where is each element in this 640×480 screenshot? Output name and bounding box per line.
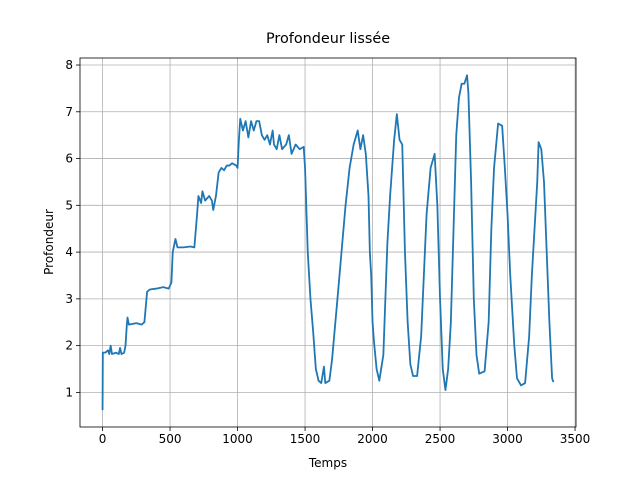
- y-axis-label: Profondeur: [42, 209, 56, 275]
- x-tick-label: 2500: [425, 432, 456, 446]
- x-tick-label: 3000: [492, 432, 523, 446]
- y-tick-label: 7: [65, 105, 73, 119]
- y-tick-label: 4: [65, 245, 73, 259]
- y-tick-label: 2: [65, 339, 73, 353]
- grid-layer: [80, 58, 576, 427]
- y-tick-label: 1: [65, 385, 73, 399]
- y-tick-label: 3: [65, 292, 73, 306]
- y-tick-label: 5: [65, 198, 73, 212]
- x-tick-label: 1500: [290, 432, 321, 446]
- plot-frame: [79, 57, 577, 428]
- x-tick-label: 500: [159, 432, 182, 446]
- x-tick-label: 2000: [357, 432, 388, 446]
- data-layer: [101, 74, 555, 411]
- y-tick-label: 6: [65, 152, 73, 166]
- data-line: [101, 74, 555, 411]
- y-tick-label: 8: [65, 58, 73, 72]
- x-tick-label: 3500: [560, 432, 591, 446]
- x-tick-label: 0: [99, 432, 107, 446]
- x-axis-label: Temps: [308, 456, 347, 470]
- x-tick-label: 1000: [222, 432, 253, 446]
- chart-title: Profondeur lissée: [266, 31, 390, 47]
